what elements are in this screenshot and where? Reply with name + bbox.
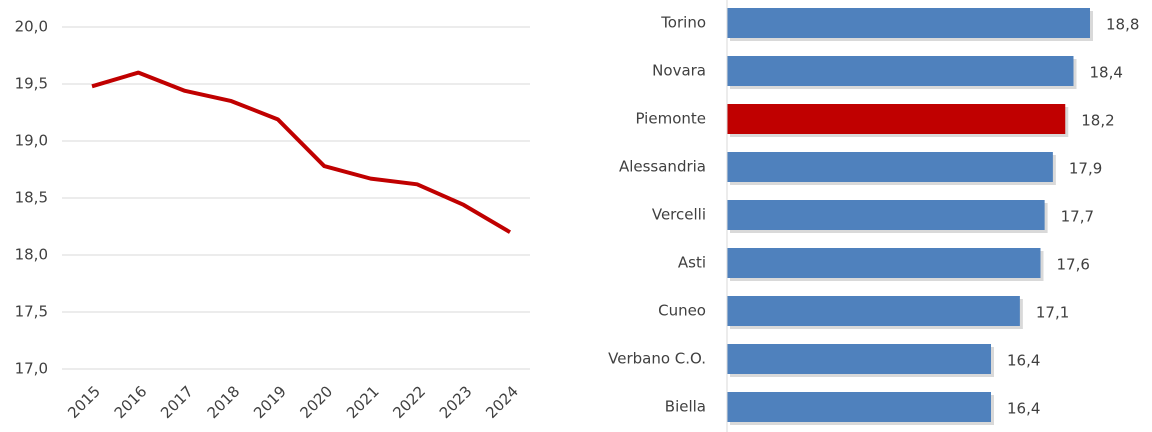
x-tick-label: 2018 <box>204 382 244 422</box>
category-label: Verbano C.O. <box>608 350 706 368</box>
x-tick-label: 2019 <box>250 382 290 422</box>
value-label: 17,1 <box>1036 304 1069 322</box>
bar <box>727 56 1074 86</box>
bar <box>727 8 1090 38</box>
category-label: Novara <box>652 62 706 80</box>
bar <box>727 392 991 422</box>
bar <box>727 104 1066 134</box>
category-label: Cuneo <box>658 302 706 320</box>
value-label: 17,7 <box>1061 208 1094 226</box>
value-label: 18,8 <box>1106 16 1139 34</box>
category-label: Biella <box>665 398 706 416</box>
value-label: 18,2 <box>1081 112 1114 130</box>
bar <box>727 200 1045 230</box>
y-tick-label: 18,5 <box>15 189 48 207</box>
category-label: Alessandria <box>619 158 706 176</box>
value-label: 18,4 <box>1090 64 1123 82</box>
category-label: Piemonte <box>635 110 706 128</box>
y-tick-label: 20,0 <box>15 18 48 36</box>
category-label: Vercelli <box>652 206 706 224</box>
x-tick-label: 2015 <box>64 382 104 422</box>
bar <box>727 152 1053 182</box>
x-tick-label: 2020 <box>297 382 337 422</box>
value-label: 17,9 <box>1069 160 1102 178</box>
y-tick-label: 19,5 <box>15 75 48 93</box>
value-label: 16,4 <box>1007 352 1040 370</box>
line <box>91 70 512 234</box>
y-tick-label: 17,5 <box>15 303 48 321</box>
y-tick-label: 17,0 <box>15 360 48 378</box>
bar <box>727 296 1020 326</box>
bar <box>727 344 991 374</box>
x-tick-label: 2023 <box>436 382 476 422</box>
y-tick-label: 18,0 <box>15 246 48 264</box>
category-label: Torino <box>660 14 706 32</box>
x-tick-label: 2024 <box>482 382 522 422</box>
x-tick-label: 2022 <box>389 382 429 422</box>
y-tick-label: 19,0 <box>15 132 48 150</box>
x-tick-label: 2021 <box>343 382 383 422</box>
bar <box>727 248 1041 278</box>
x-tick-label: 2016 <box>111 382 151 422</box>
value-label: 17,6 <box>1057 256 1090 274</box>
x-tick-label: 2017 <box>157 382 197 422</box>
category-label: Asti <box>678 254 706 272</box>
value-label: 16,4 <box>1007 400 1040 418</box>
